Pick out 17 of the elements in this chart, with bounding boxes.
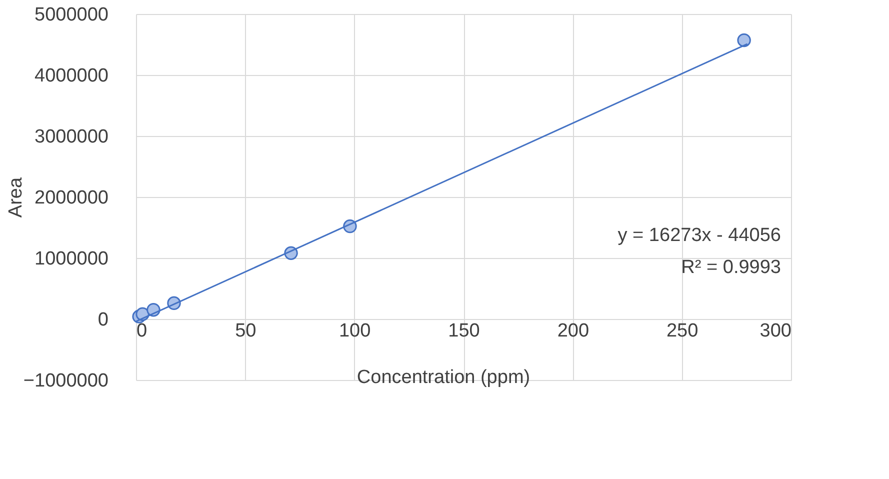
x-tick-label: 100: [338, 320, 371, 342]
y-tick-label: 4000000: [34, 66, 108, 86]
y-tick-label: 5000000: [34, 4, 108, 26]
y-tick-label: 3000000: [34, 126, 108, 148]
y-tick-label: −1000000: [23, 370, 108, 392]
x-tick-label: 250: [666, 320, 698, 342]
annotation: y = 16273x - 44056: [618, 224, 781, 246]
y-tick-label: 2000000: [34, 188, 108, 208]
x-tick-label: 150: [448, 320, 480, 342]
x-tick-label: 50: [235, 320, 256, 342]
y-axis-title: Area: [5, 177, 26, 218]
annotation: R² = 0.9993: [681, 256, 781, 278]
x-tick-label: 0: [136, 320, 148, 342]
x-tick-label: 300: [760, 320, 792, 342]
x-tick-label: 200: [557, 320, 590, 342]
x-axis-title: Concentration (ppm): [356, 367, 530, 388]
y-tick-label: 1000000: [34, 248, 108, 270]
